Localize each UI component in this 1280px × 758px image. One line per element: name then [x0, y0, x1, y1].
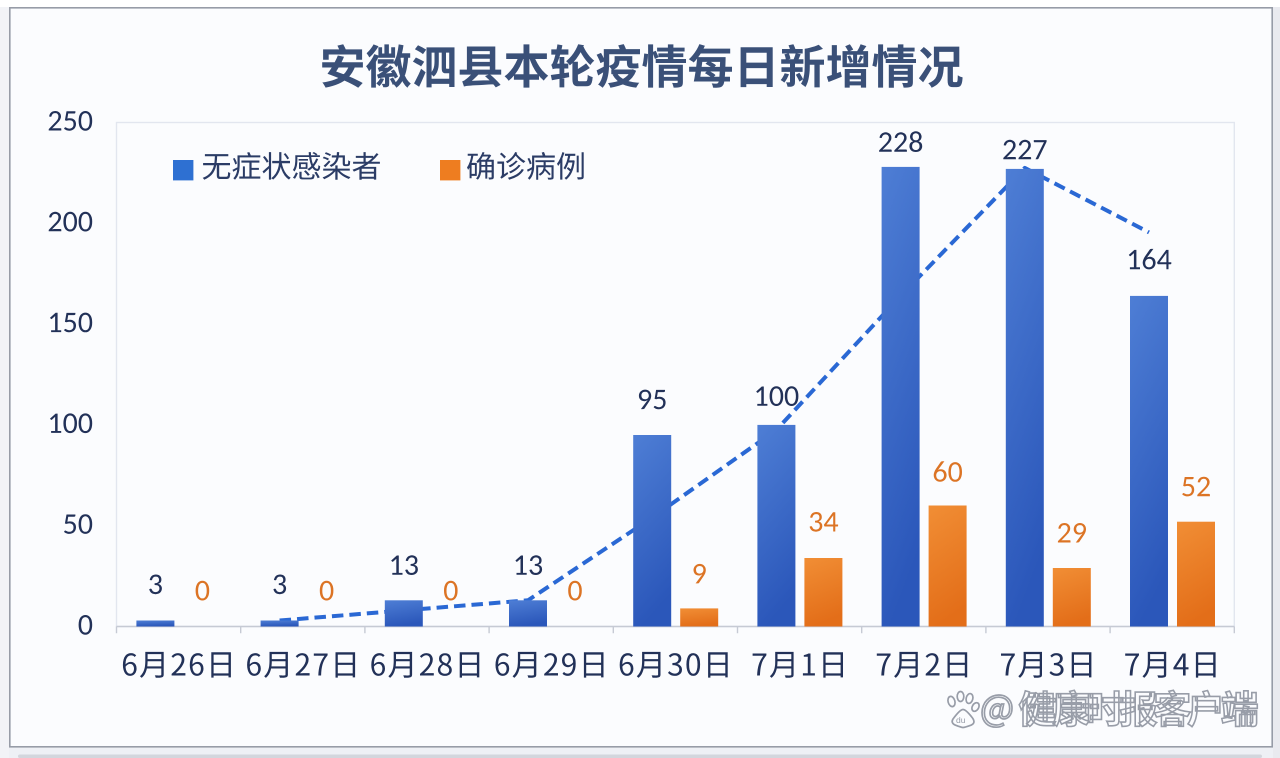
svg-text:du: du: [956, 715, 966, 725]
